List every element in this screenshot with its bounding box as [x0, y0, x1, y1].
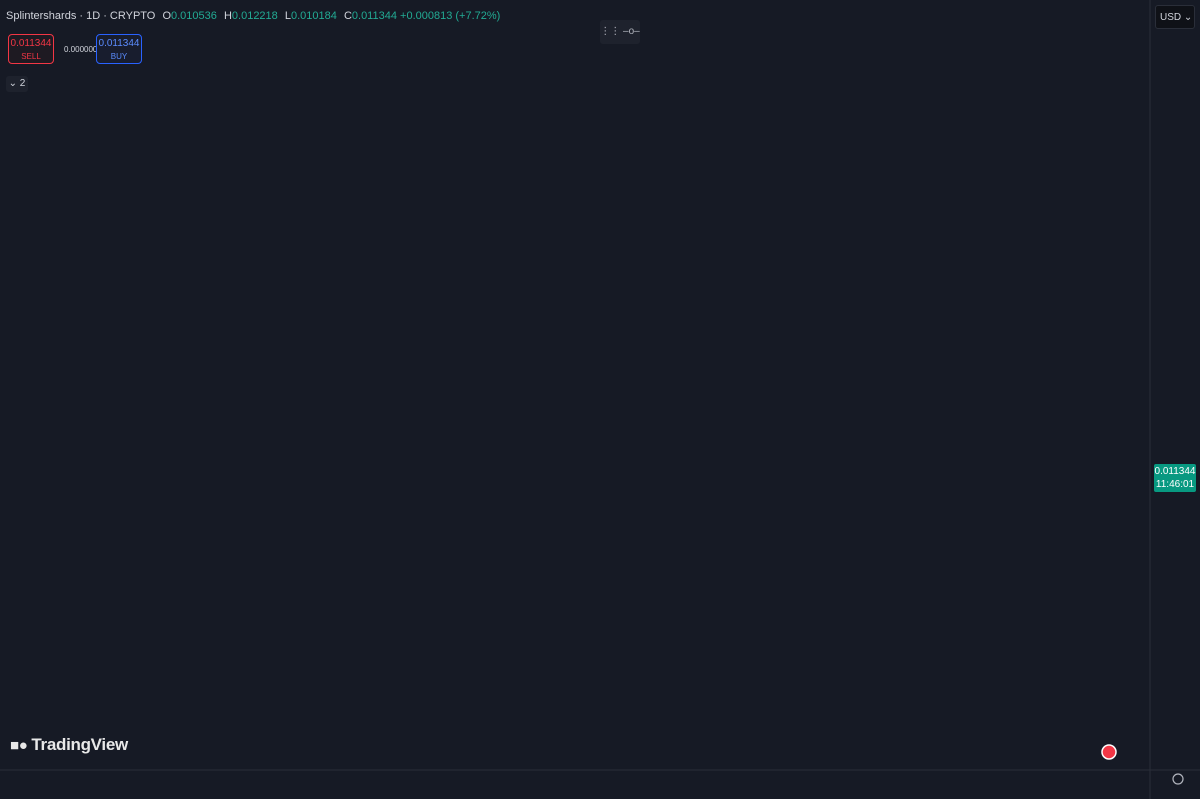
flag-icon[interactable]	[1101, 744, 1117, 760]
brand-name: TradingView	[31, 735, 128, 754]
currency-select[interactable]: USD ⌄	[1155, 5, 1195, 29]
low-label: L	[284, 10, 291, 22]
buy-label: BUY	[110, 52, 128, 61]
sell-price: 0.011344	[10, 38, 52, 49]
open-value: 0.010536	[171, 10, 217, 22]
buy-price: 0.011344	[98, 38, 140, 49]
high-value: 0.012218	[231, 10, 278, 22]
symbol-title: Splintershards · 1D · CRYPTO	[6, 10, 156, 22]
close-label: C	[343, 10, 352, 22]
spread: 0.000000	[64, 45, 98, 54]
sell-button[interactable]: 0.011344 SELL	[8, 34, 54, 64]
close-value: 0.011344	[351, 10, 397, 22]
indicators-toggle[interactable]: ⌄ 2	[6, 76, 28, 92]
bar-countdown: 11:46:01	[1155, 479, 1195, 490]
change-value: +0.000813 (+7.72%)	[400, 10, 501, 22]
indicators-count: 2	[19, 78, 26, 89]
brand-logo: ■● TradingView	[10, 735, 128, 754]
sell-label: SELL	[21, 52, 41, 61]
low-value: 0.010184	[290, 10, 337, 22]
high-label: H	[223, 10, 232, 22]
buy-button[interactable]: 0.011344 BUY	[96, 34, 142, 64]
drag-handle[interactable]: ⋮⋮ –o–	[600, 20, 640, 44]
settings-icon[interactable]	[1172, 773, 1184, 785]
symbol-header: Splintershards · 1D · CRYPTO O0.010536 H…	[6, 10, 500, 22]
last-price-label: 0.011344 11:46:01	[1154, 464, 1196, 492]
open-label: O	[162, 10, 171, 22]
currency: USD	[1160, 12, 1182, 23]
last-price: 0.011344	[1154, 466, 1196, 477]
